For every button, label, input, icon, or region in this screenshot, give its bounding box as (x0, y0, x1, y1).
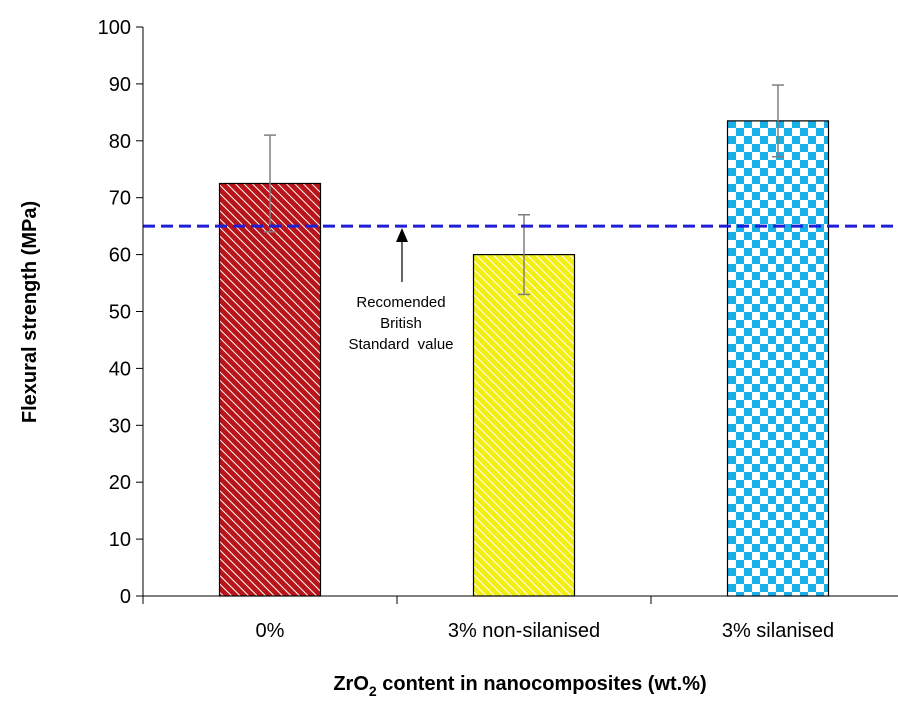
y-tick-label: 100 (98, 17, 131, 39)
bar-1 (218, 182, 322, 597)
annotation-text-line: Recomended (356, 294, 445, 311)
annotation-arrow-head (396, 228, 408, 242)
y-tick-label: 20 (109, 472, 131, 494)
y-tick-label: 70 (109, 188, 131, 210)
bar-3 (726, 120, 830, 597)
y-tick-label: 40 (109, 358, 131, 380)
x-axis-title: ZrO2 content in nanocomposites (wt.%) (333, 673, 706, 699)
annotation: Recomended British Standard value (348, 228, 454, 353)
x-axis-title-pre: ZrO (333, 673, 369, 695)
annotation-text-line: British (380, 315, 422, 332)
x-category-label: 0% (256, 620, 285, 642)
y-tick-label: 50 (109, 302, 131, 324)
x-category-label: 3% non-silanised (448, 620, 600, 642)
y-tick-label: 30 (109, 415, 131, 437)
y-tick-label: 0 (120, 586, 131, 608)
annotation-text-line: Standard value (348, 336, 453, 353)
y-tick-label: 10 (109, 529, 131, 551)
y-tick-label: 60 (109, 245, 131, 267)
bar-2 (472, 254, 576, 597)
x-category-label: 3% silanised (722, 620, 834, 642)
y-axis-title: Flexural strength (MPa) (19, 201, 41, 423)
error-bars (264, 84, 784, 296)
y-tick-label: 90 (109, 74, 131, 96)
y-axis-ticks: 0 10 20 30 40 50 60 70 80 90 100 (98, 17, 143, 608)
x-axis-title-sub: 2 (369, 683, 377, 699)
x-axis-categories: 0% 3% non-silanised 3% silanised (256, 620, 835, 642)
axes (142, 27, 898, 604)
bars (218, 120, 830, 597)
y-tick-label: 80 (109, 131, 131, 153)
x-axis-title-post: content in nanocomposites (wt.%) (377, 673, 707, 695)
